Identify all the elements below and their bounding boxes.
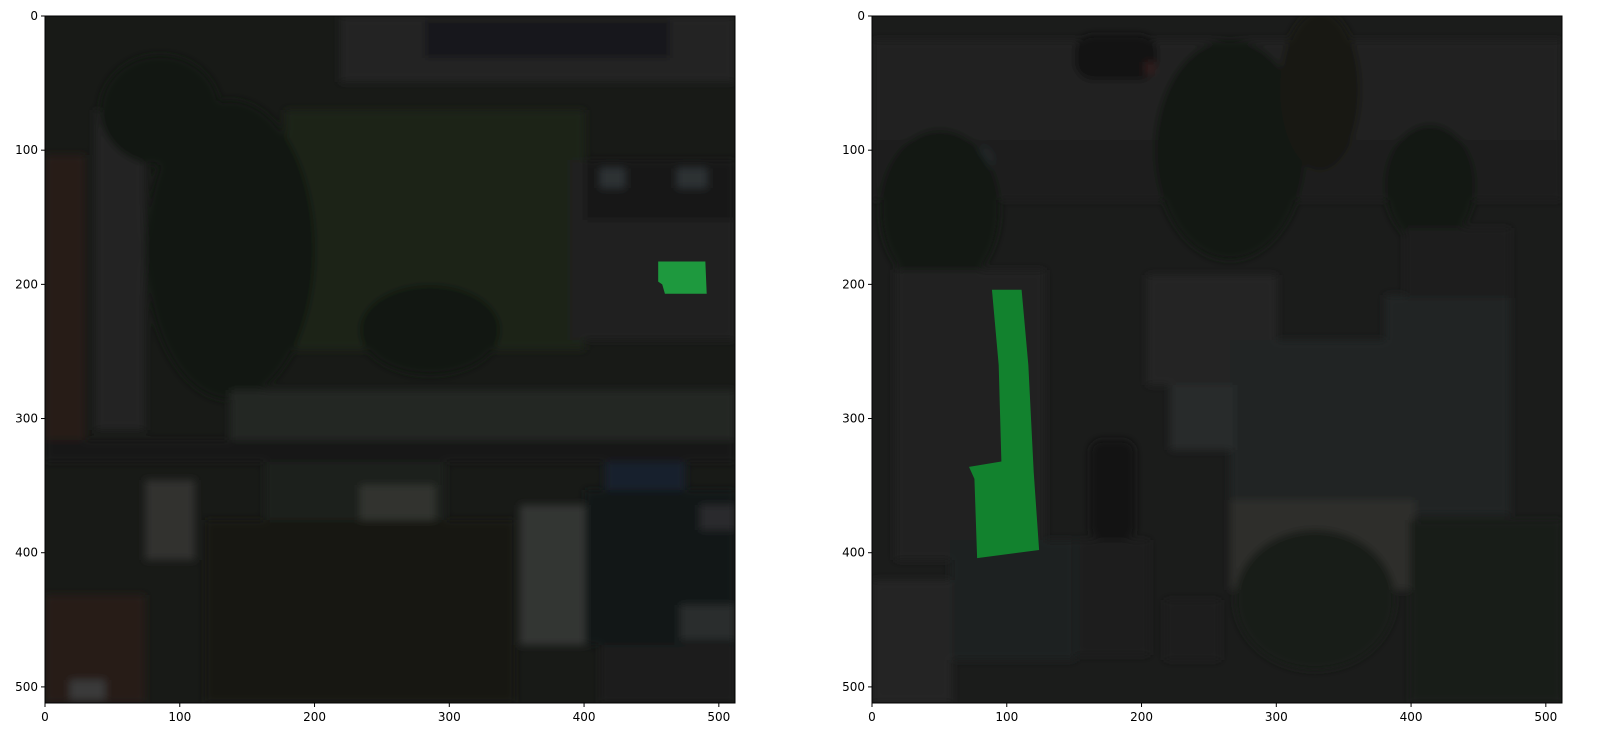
y-tick-label: 500 [15,680,38,694]
left-segmentation-mask [658,261,707,294]
x-tick-label: 400 [573,710,596,724]
y-tick-label: 200 [842,277,865,291]
right-segmentation-mask [969,289,1040,559]
x-tick-label: 100 [995,710,1018,724]
right-aerial-image [872,16,1562,703]
right-axes-frame [871,15,1563,704]
x-tick-label: 0 [868,710,876,724]
x-tick-label: 300 [438,710,461,724]
y-tick-label: 400 [15,546,38,560]
x-tick-label: 500 [1534,710,1557,724]
x-tick-label: 0 [41,710,49,724]
right-panel: 0 100 200 300 400 500 0 100 200 300 400 500 [842,9,1563,724]
x-tick-label: 300 [1265,710,1288,724]
y-tick-label: 100 [15,143,38,157]
x-tick-label: 200 [1130,710,1153,724]
y-tick-label: 200 [15,277,38,291]
y-tick-label: 0 [30,9,38,23]
left-axis-ticks: 0 100 200 300 400 500 0 100 200 300 400 500 [15,9,730,724]
y-tick-label: 100 [842,143,865,157]
y-tick-label: 300 [842,412,865,426]
x-tick-label: 500 [707,710,730,724]
left-aerial-image [45,16,735,703]
left-panel: 0 100 200 300 400 500 0 100 200 300 400 500 [15,9,736,724]
y-tick-label: 300 [15,412,38,426]
right-axis-ticks: 0 100 200 300 400 500 0 100 200 300 400 500 [842,9,1557,724]
x-tick-label: 100 [168,710,191,724]
y-tick-label: 400 [842,546,865,560]
x-tick-label: 200 [303,710,326,724]
left-axes-frame [44,15,736,704]
y-tick-label: 500 [842,680,865,694]
y-tick-label: 0 [857,9,865,23]
x-tick-label: 400 [1400,710,1423,724]
